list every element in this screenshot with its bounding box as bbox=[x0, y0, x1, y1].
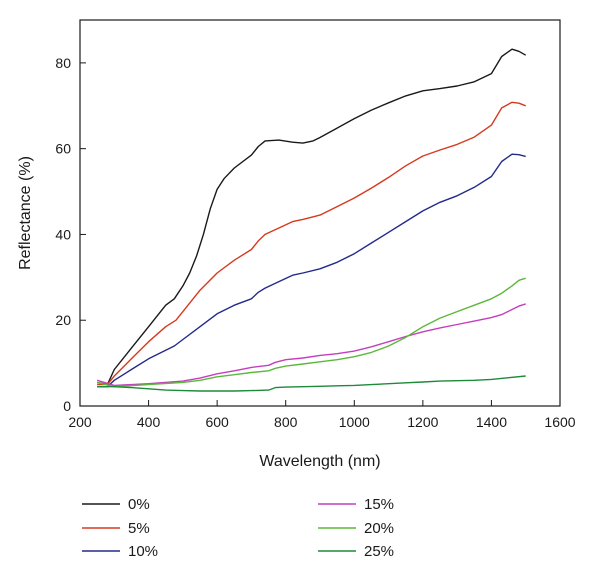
plot-frame bbox=[79, 19, 561, 407]
series-line-20pct bbox=[96, 277, 526, 388]
series-line-5pct bbox=[97, 101, 526, 386]
y-axis: 0 20 40 60 80 bbox=[55, 55, 86, 414]
y-tick-label: 0 bbox=[63, 398, 71, 414]
series-lines bbox=[96, 48, 527, 392]
y-tick-label: 40 bbox=[55, 226, 71, 242]
legend-label: 5% bbox=[128, 520, 150, 537]
x-tick-label: 200 bbox=[68, 414, 92, 430]
series-line-10pct bbox=[97, 153, 526, 388]
legend-label: 10% bbox=[128, 543, 158, 560]
x-tick-label: 1600 bbox=[544, 414, 575, 430]
y-tick-label: 20 bbox=[55, 312, 71, 328]
legend-label: 20% bbox=[364, 520, 394, 537]
x-tick-label: 600 bbox=[205, 414, 229, 430]
x-axis: 200 400 600 800 1000 1200 1400 1600 bbox=[68, 400, 576, 430]
series-line-15pct bbox=[96, 303, 526, 387]
legend-label: 25% bbox=[364, 543, 394, 560]
y-tick-label: 80 bbox=[55, 55, 71, 71]
x-axis-label: Wavelength (nm) bbox=[259, 453, 380, 470]
x-tick-label: 800 bbox=[274, 414, 298, 430]
x-tick-label: 1000 bbox=[339, 414, 370, 430]
y-axis-label: Reflectance (%) bbox=[17, 156, 34, 270]
x-tick-label: 400 bbox=[137, 414, 161, 430]
series-line-25pct bbox=[97, 375, 526, 392]
legend-label: 0% bbox=[128, 496, 150, 513]
legend-label: 15% bbox=[364, 496, 394, 513]
series-line-0pct bbox=[96, 48, 527, 386]
x-tick-label: 1400 bbox=[476, 414, 507, 430]
legend: 0% 5% 10% 15% 20% 25% bbox=[82, 496, 394, 560]
x-tick-label: 1200 bbox=[407, 414, 438, 430]
y-tick-label: 60 bbox=[55, 141, 71, 157]
